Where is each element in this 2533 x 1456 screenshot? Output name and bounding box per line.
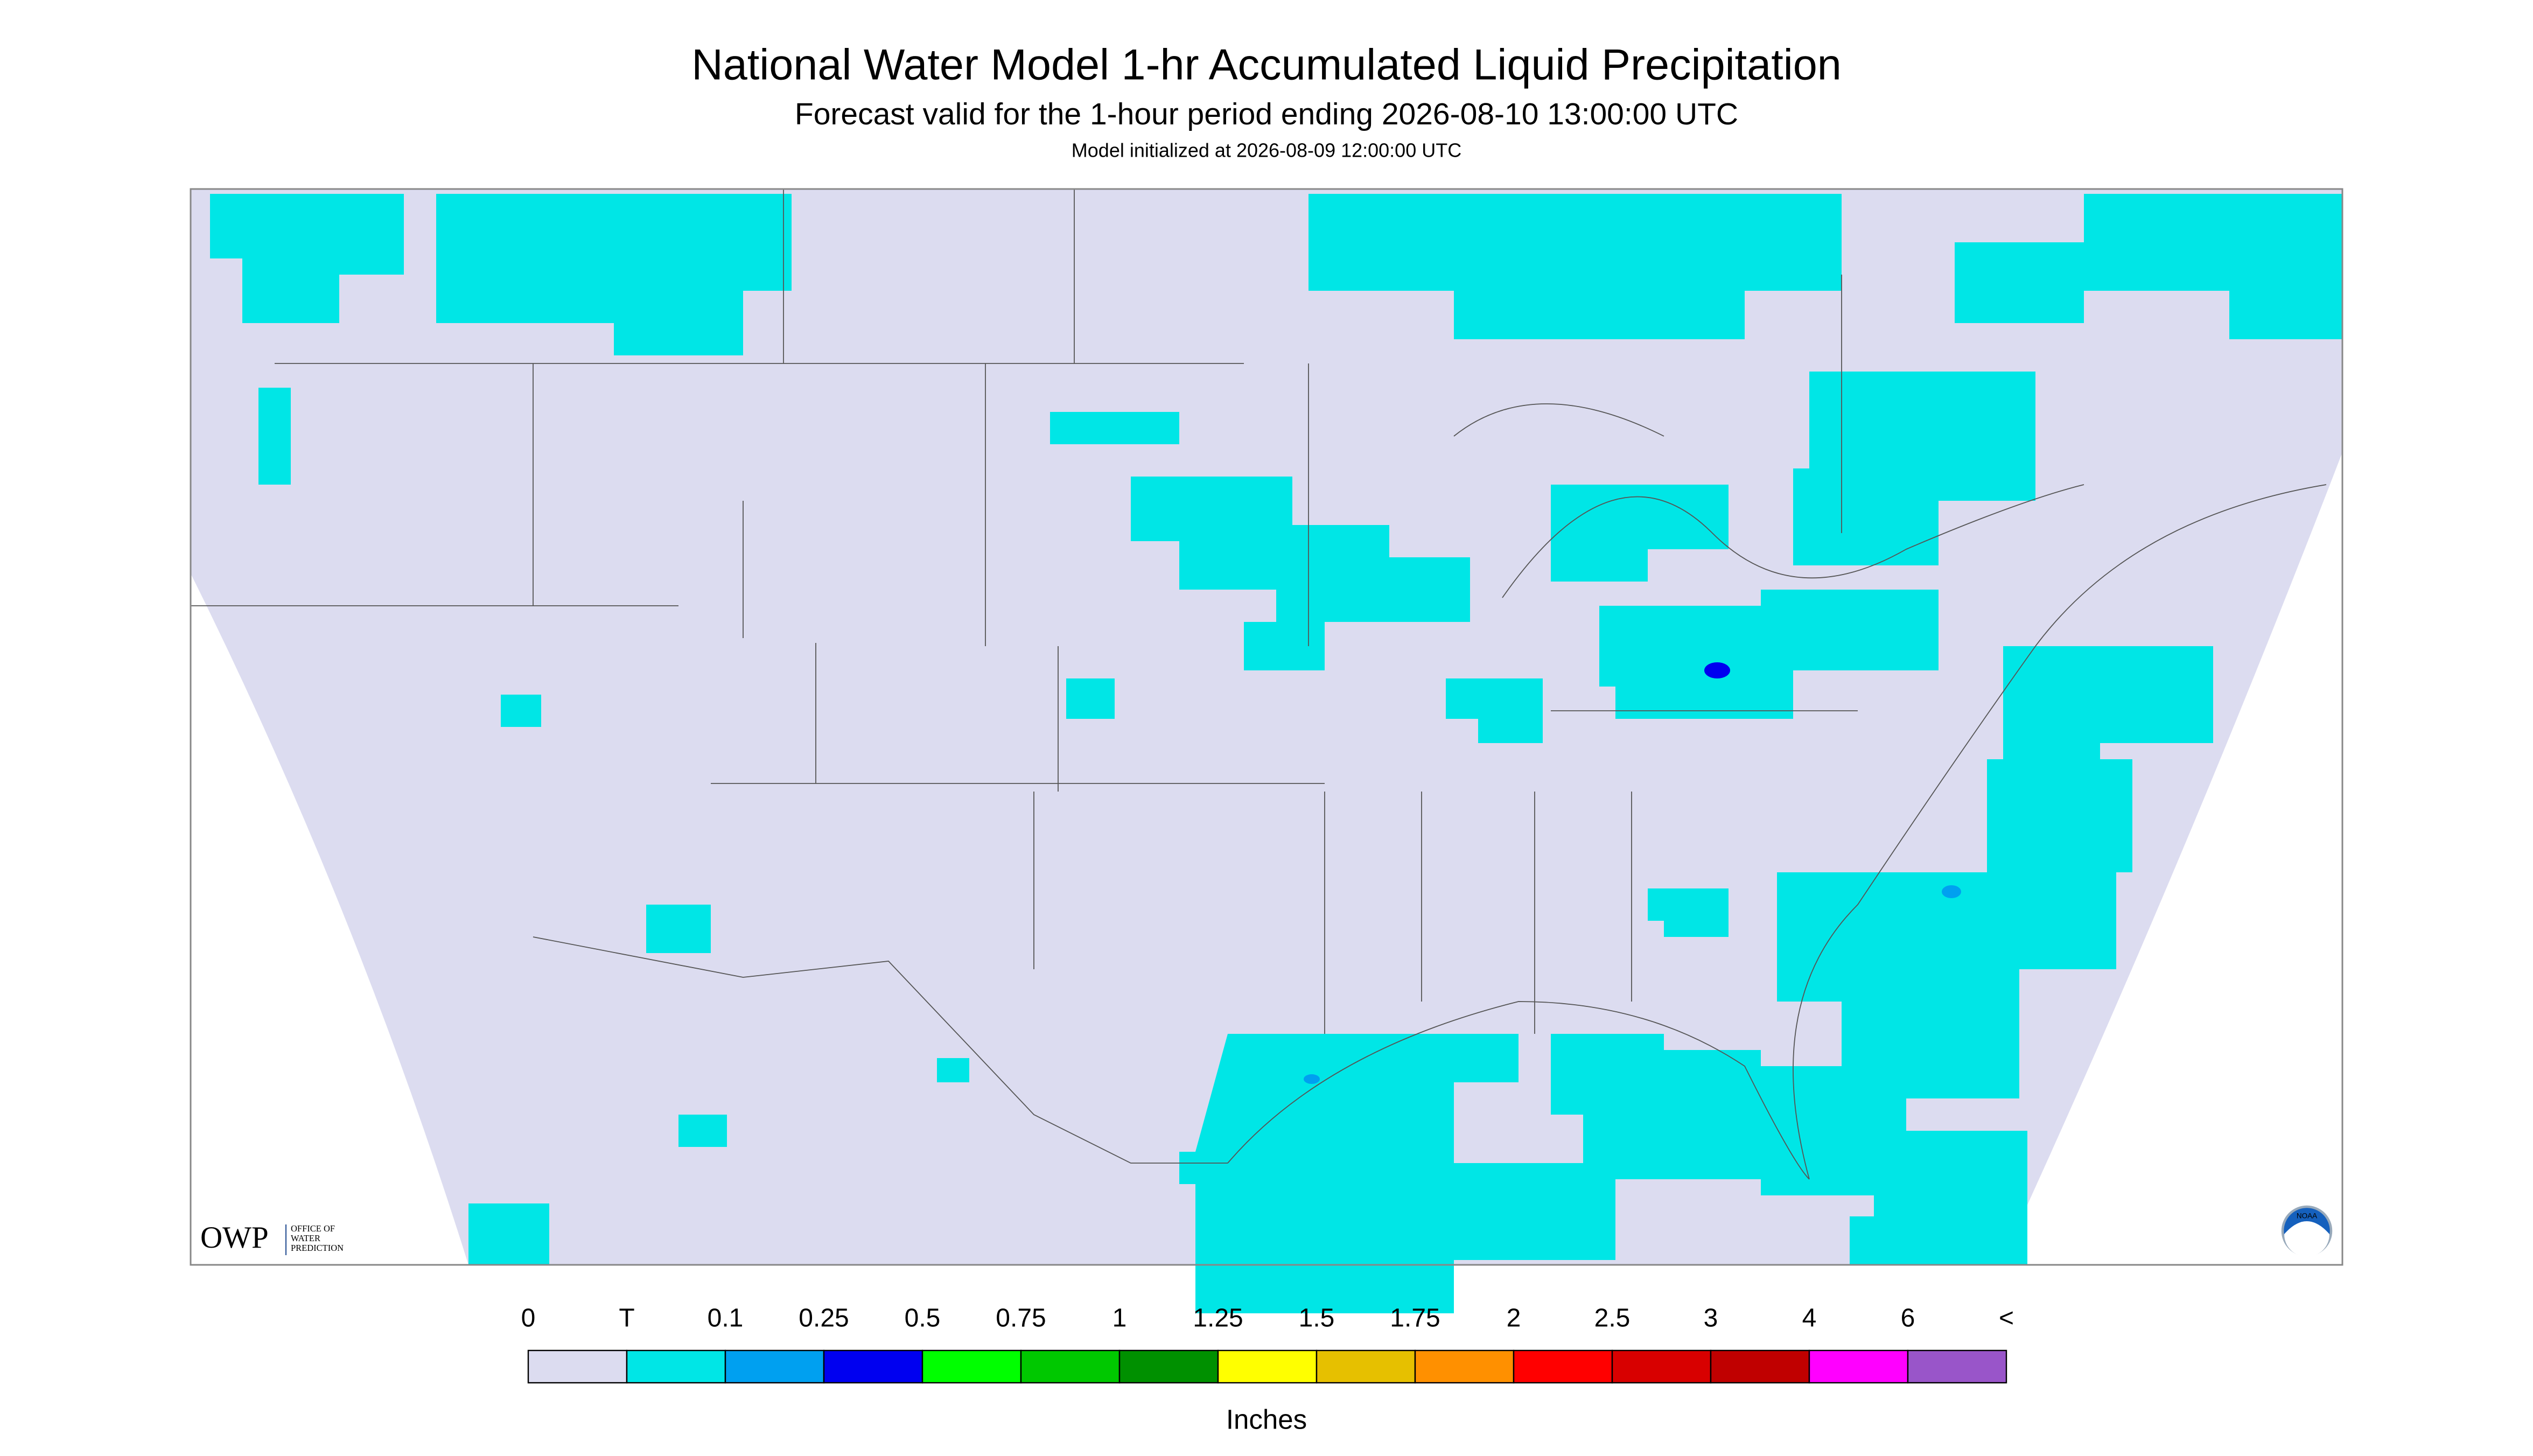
colorbar-label: 0.75: [996, 1304, 1046, 1333]
colorbar-label: 2: [1507, 1304, 1521, 1333]
owp-line: WATER: [291, 1233, 320, 1243]
borders: [191, 189, 2327, 1180]
colorbar-swatch: [1907, 1349, 2007, 1384]
colorbar-label: 1: [1112, 1304, 1127, 1333]
precip-areas: [210, 194, 2342, 1314]
colorbar-label: T: [619, 1304, 634, 1333]
title: National Water Model 1-hr Accumulated Li…: [691, 40, 1842, 89]
colorbar-swatch: [626, 1349, 726, 1384]
colorbar-swatch: [527, 1349, 628, 1384]
colorbar-swatch: [921, 1349, 1022, 1384]
colorbar-label: 1.25: [1193, 1304, 1243, 1333]
colorbar-label: 2.5: [1594, 1304, 1631, 1333]
colorbar-swatch: [1611, 1349, 1712, 1384]
init-note: Model initialized at 2026-08-09 12:00:00…: [1072, 139, 1461, 162]
colorbar-label: 0.5: [905, 1304, 941, 1333]
subtitle: Forecast valid for the 1-hour period end…: [795, 97, 1738, 131]
colorbar-swatch: [1808, 1349, 1909, 1384]
noaa-logo: NOAA: [2281, 1205, 2333, 1257]
noaa-text: NOAA: [2297, 1212, 2317, 1220]
colorbar-swatch: [1118, 1349, 1219, 1384]
colorbar-swatch: [823, 1349, 923, 1384]
owp-line: PREDICTION: [291, 1243, 344, 1253]
owp-line: OFFICE OF: [291, 1223, 335, 1234]
map: OWP OFFICE OF WATER PREDICTION NOAA: [190, 188, 2343, 1314]
colorbar-label: <: [1999, 1304, 2014, 1333]
owp-logo: OWP OFFICE OF WATER PREDICTION: [200, 1221, 344, 1256]
map-frame: [190, 188, 2343, 1266]
colorbar-swatch: [1513, 1349, 1613, 1384]
colorbar-label: 3: [1704, 1304, 1718, 1333]
colorbar-label: 0: [521, 1304, 536, 1333]
colorbar-swatch: [1710, 1349, 1810, 1384]
colorbar-label: 1.75: [1390, 1304, 1440, 1333]
colorbar-label: 4: [1802, 1304, 1817, 1333]
colorbar-label: 0.25: [799, 1304, 849, 1333]
heavier-precip: [1304, 662, 1961, 1084]
projection-edge: [191, 573, 468, 1265]
owp-text: OWP: [200, 1221, 269, 1255]
colorbar-swatch: [1020, 1349, 1121, 1384]
colorbar-label: 1.5: [1299, 1304, 1335, 1333]
colorbar-label: 0.1: [708, 1304, 744, 1333]
colorbar-swatch: [1217, 1349, 1318, 1384]
colorbar-unit: Inches: [1226, 1404, 1307, 1434]
colorbar-label: 6: [1901, 1304, 1915, 1333]
colorbar-swatch: [1316, 1349, 1416, 1384]
colorbar-swatch: [1414, 1349, 1515, 1384]
projection-edge: [2000, 452, 2342, 1265]
colorbar-swatch: [724, 1349, 825, 1384]
colorbar: 0 T 0.1 0.25 0.5 0.75 1 1.25 1.5 1.75 2 2.5 3 4 6 <: [521, 1304, 2014, 1384]
